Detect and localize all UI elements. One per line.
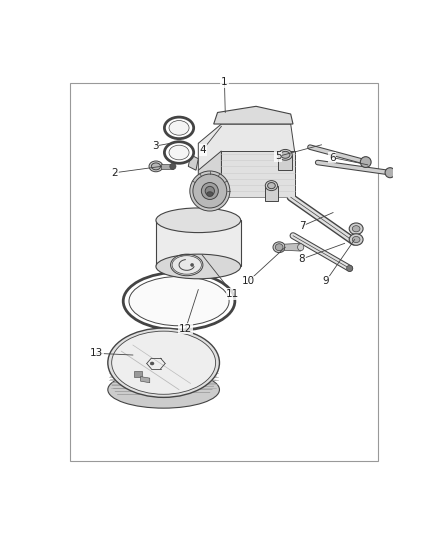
Polygon shape (279, 155, 292, 170)
Ellipse shape (268, 182, 276, 189)
Ellipse shape (349, 223, 363, 235)
Ellipse shape (164, 117, 194, 139)
Text: 1: 1 (221, 77, 228, 87)
Text: 9: 9 (322, 277, 329, 286)
Ellipse shape (129, 277, 229, 326)
Polygon shape (214, 106, 293, 124)
Ellipse shape (279, 149, 292, 160)
Polygon shape (134, 371, 142, 377)
Ellipse shape (276, 244, 283, 251)
Ellipse shape (207, 192, 213, 196)
Ellipse shape (156, 208, 240, 232)
Ellipse shape (190, 171, 230, 211)
Ellipse shape (350, 238, 357, 245)
Ellipse shape (149, 161, 163, 172)
Polygon shape (221, 151, 294, 197)
Text: 2: 2 (112, 168, 118, 177)
Ellipse shape (169, 145, 189, 160)
Ellipse shape (352, 237, 360, 243)
Text: 10: 10 (241, 277, 254, 286)
Polygon shape (161, 164, 173, 168)
Ellipse shape (170, 163, 176, 169)
Ellipse shape (273, 242, 285, 253)
Ellipse shape (205, 187, 215, 196)
Text: 7: 7 (299, 221, 305, 231)
Ellipse shape (298, 244, 304, 251)
Polygon shape (198, 151, 221, 216)
Ellipse shape (156, 254, 240, 279)
Ellipse shape (191, 263, 194, 266)
Ellipse shape (346, 265, 353, 271)
Ellipse shape (360, 157, 371, 167)
Ellipse shape (172, 256, 201, 274)
Ellipse shape (164, 142, 194, 163)
Ellipse shape (123, 272, 235, 330)
Ellipse shape (281, 151, 290, 158)
Ellipse shape (108, 371, 219, 408)
Ellipse shape (265, 181, 278, 191)
Ellipse shape (385, 168, 395, 177)
Polygon shape (188, 155, 198, 170)
Polygon shape (156, 220, 240, 266)
Text: 3: 3 (152, 141, 159, 151)
Ellipse shape (108, 328, 219, 398)
Text: 4: 4 (199, 145, 206, 155)
Text: 6: 6 (329, 152, 336, 163)
Ellipse shape (193, 174, 227, 208)
Text: 8: 8 (299, 254, 305, 264)
Ellipse shape (112, 331, 215, 394)
Text: 5: 5 (275, 151, 282, 161)
Ellipse shape (150, 362, 154, 365)
Ellipse shape (349, 234, 363, 245)
Polygon shape (141, 377, 150, 383)
Text: 12: 12 (179, 324, 192, 334)
Ellipse shape (201, 182, 218, 199)
Text: 13: 13 (90, 348, 103, 358)
Ellipse shape (151, 163, 161, 170)
Ellipse shape (352, 225, 360, 232)
Ellipse shape (169, 120, 189, 135)
Polygon shape (265, 185, 278, 201)
Polygon shape (198, 124, 294, 170)
Text: 11: 11 (226, 289, 240, 299)
Polygon shape (285, 244, 301, 251)
